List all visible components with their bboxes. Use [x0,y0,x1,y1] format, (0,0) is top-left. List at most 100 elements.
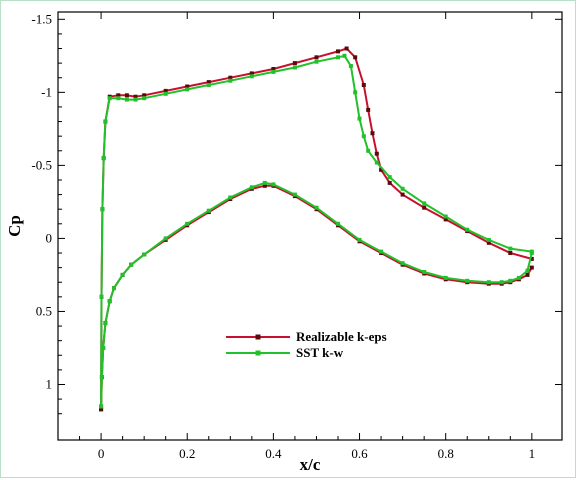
data-point-sst [357,116,362,121]
data-point-sst [366,148,371,153]
data-point-realizable [344,46,349,51]
y-tick-label: 0 [46,230,53,245]
data-point-realizable [379,167,384,172]
data-point-sst [262,180,267,185]
data-point-realizable [262,183,267,188]
data-point-sst [374,160,379,165]
data-point-realizable [529,265,534,270]
data-point-sst [163,236,168,241]
data-point-realizable [142,93,147,98]
data-point-sst [99,404,104,409]
data-point-realizable [271,67,276,71]
data-point-sst [529,251,534,255]
y-tick-label: -1 [41,84,52,99]
data-point-sst [100,207,105,212]
y-tick-label: -0.5 [31,157,52,172]
data-point-sst [443,275,448,280]
data-point-sst [99,375,104,380]
data-point-realizable [370,131,375,136]
data-point-sst [101,156,106,161]
data-point-realizable [249,71,254,76]
data-point-realizable [422,205,427,210]
data-point-sst [357,237,362,242]
data-point-sst [228,195,233,200]
data-point-sst [133,97,138,102]
data-point-sst [353,90,358,95]
data-point-sst [99,294,104,299]
data-point-sst [249,185,254,190]
legend-label-sst: SST k-w [296,345,344,360]
data-point-sst [120,272,125,277]
data-point-sst [348,64,353,68]
y-axis-label: Cp [5,215,24,237]
data-point-sst [101,346,106,350]
series-line-realizable-upper [100,47,533,410]
data-point-sst [400,186,405,191]
legend-label-realizable: Realizable k-eps [296,329,387,344]
plot-area [57,11,563,441]
data-point-realizable [400,192,405,197]
series-line-sst-lower [100,181,533,407]
data-point-realizable [353,55,358,60]
data-point-realizable [387,180,392,185]
data-point-sst [107,96,112,101]
data-point-sst [271,69,276,74]
data-point-realizable [508,251,513,255]
data-point-sst [342,53,347,58]
data-point-realizable [336,49,340,54]
data-point-realizable [185,84,190,89]
data-point-sst [465,227,470,232]
data-point-sst [185,87,190,92]
data-point-sst [314,205,319,210]
data-point-sst [379,249,384,254]
x-tick-label: 0.8 [438,446,454,461]
data-point-realizable [486,240,491,245]
series-line-sst-upper [100,54,532,407]
data-point-sst [124,97,129,102]
data-point-sst [336,221,340,226]
x-tick-label: 0 [98,446,105,461]
data-point-sst [228,78,233,83]
data-point-sst [206,208,211,213]
data-point-sst [292,192,297,197]
data-point-sst [422,201,427,206]
data-point-realizable [366,107,371,112]
data-point-sst [525,268,530,273]
x-tick-label: 0.2 [179,446,195,461]
data-point-sst [516,275,521,280]
data-point-sst [361,134,366,139]
data-point-sst [142,252,147,257]
data-point-sst [443,214,448,219]
data-point-sst [314,59,319,64]
data-point-realizable [529,256,534,261]
legend: Realizable k-eps SST k-w [226,329,387,360]
data-point-sst [249,74,254,79]
data-point-realizable [361,83,366,87]
y-tick-label: 0.5 [36,303,52,318]
data-point-sst [400,261,405,266]
data-point-sst [271,182,276,187]
data-point-sst [292,65,297,70]
data-point-realizable [163,88,168,93]
data-point-sst [206,83,211,87]
x-tick-label: 0.4 [265,446,282,461]
data-point-sst [486,237,491,242]
data-point-realizable [99,407,104,412]
data-point-sst [103,321,108,326]
data-point-realizable [133,94,138,99]
series-layer [99,46,534,412]
legend-marker-realizable [255,334,261,340]
data-point-sst [508,278,513,283]
data-point-sst [508,246,513,251]
data-point-realizable [124,93,129,98]
data-point-sst [112,286,116,291]
x-axis-label: x/c [300,455,321,474]
series-line-realizable-lower [100,184,533,410]
data-point-sst [107,299,112,304]
data-point-sst [142,96,147,101]
x-tick-label: 0.6 [351,446,368,461]
data-point-sst [185,221,190,226]
data-point-realizable [206,80,211,85]
